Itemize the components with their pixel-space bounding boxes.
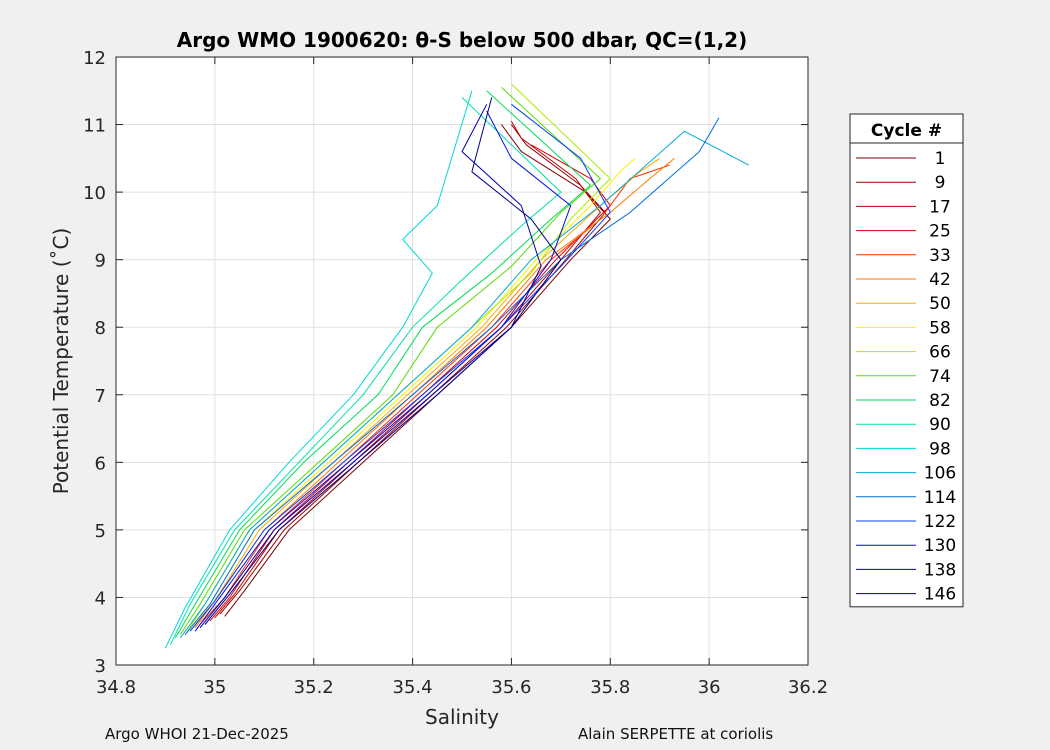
- series-line-138: [199, 104, 542, 629]
- x-tick-label: 36.2: [788, 677, 828, 698]
- chart-title: Argo WMO 1900620: θ-S below 500 dbar, QC…: [177, 28, 747, 52]
- series-line-90: [169, 97, 562, 645]
- x-tick-label: 35: [203, 677, 226, 698]
- legend-label-114: 114: [924, 488, 956, 508]
- y-tick-label: 9: [95, 251, 106, 272]
- legend-label-82: 82: [929, 391, 951, 411]
- x-tick-label: 35.2: [294, 677, 334, 698]
- x-tick-label: 35.8: [590, 677, 630, 698]
- y-tick-label: 7: [95, 386, 106, 407]
- legend-label-122: 122: [924, 512, 956, 532]
- y-tick-label: 8: [95, 318, 106, 339]
- series-line-130: [194, 110, 572, 632]
- legend-label-90: 90: [929, 415, 951, 435]
- series-line-25: [209, 144, 611, 622]
- x-axis-label: Salinity: [425, 705, 499, 729]
- series-line-106: [179, 130, 749, 639]
- series-line-122: [189, 103, 611, 632]
- legend-label-98: 98: [929, 439, 951, 459]
- legend-label-138: 138: [924, 560, 956, 580]
- legend-title: Cycle #: [871, 121, 942, 141]
- legend-box: [849, 113, 964, 608]
- legend-label-106: 106: [924, 464, 956, 484]
- y-tick-label: 6: [95, 453, 106, 474]
- y-tick-label: 4: [95, 588, 106, 609]
- legend-label-74: 74: [929, 367, 951, 387]
- series-line-74: [179, 87, 601, 635]
- y-tick-label: 3: [95, 656, 106, 677]
- legend-label-58: 58: [929, 318, 951, 338]
- x-tick-label: 34.8: [96, 677, 136, 698]
- series-line-114: [184, 117, 720, 635]
- legend-label-50: 50: [929, 294, 951, 314]
- series-line-33: [199, 164, 670, 625]
- series-line-82: [174, 90, 591, 639]
- legend-label-146: 146: [924, 585, 956, 605]
- y-axis-label: Potential Temperature (˚C): [49, 228, 73, 495]
- legend-label-1: 1: [935, 149, 946, 169]
- footer-left-text: Argo WHOI 21-Dec-2025: [105, 725, 289, 743]
- legend-label-25: 25: [929, 222, 951, 242]
- series-line-98: [164, 90, 473, 649]
- footer-right-text: Alain SERPETTE at coriolis: [578, 725, 774, 743]
- x-tick-label: 36: [698, 677, 721, 698]
- legend-label-17: 17: [929, 197, 951, 217]
- y-axis: 3 4 5 6 7 8 9 10 11 12: [83, 48, 808, 677]
- legend-label-130: 130: [924, 536, 956, 556]
- series-line-9: [219, 124, 606, 615]
- y-tick-label: 10: [83, 183, 106, 204]
- x-tick-label: 35.6: [491, 677, 531, 698]
- y-tick-label: 5: [95, 521, 106, 542]
- y-tick-label: 12: [83, 48, 106, 69]
- series-group: [164, 83, 749, 649]
- legend-label-66: 66: [929, 343, 951, 363]
- x-axis: 34.8 35 35.2 35.4 35.6 35.8 36 36.2: [96, 57, 828, 698]
- legend-label-42: 42: [929, 270, 951, 290]
- legend: Cycle # 1 9 17 25 33 42 50 58 66 74 82 90 98 106 114 122…: [849, 113, 964, 608]
- legend-label-33: 33: [929, 246, 951, 266]
- axes-box: [115, 56, 809, 666]
- legend-label-9: 9: [935, 173, 946, 193]
- x-tick-label: 35.4: [393, 677, 433, 698]
- y-tick-label: 11: [83, 116, 106, 137]
- series-line-146: [204, 97, 562, 625]
